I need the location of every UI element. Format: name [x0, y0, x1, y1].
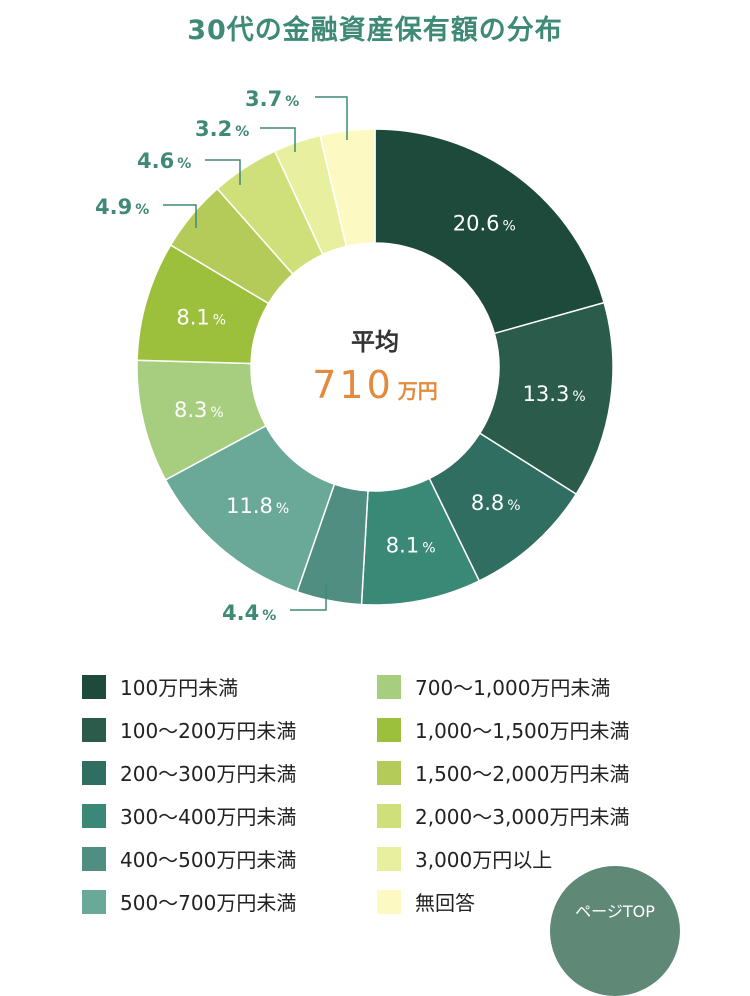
leader-line — [290, 584, 327, 611]
legend-swatch — [377, 674, 401, 699]
data-label: 4.4% — [222, 601, 276, 625]
legend-item: 500〜700万円未満 — [82, 887, 296, 916]
average-value: 710 — [312, 363, 394, 407]
legend-label: 300〜400万円未満 — [120, 805, 297, 829]
legend-swatch — [377, 760, 401, 785]
page-top-label: ページTOP — [575, 902, 655, 921]
legend-swatch — [377, 717, 401, 742]
legend-label: 500〜700万円未満 — [120, 891, 297, 915]
data-label: 20.6% — [453, 212, 516, 236]
page-top-button[interactable]: ページTOP — [550, 866, 680, 996]
donut-chart: 20.6 % 13.3 % 8.8 % 8.1 % 4.4 % 11.8 % 8.3 % 8.1 % 4.9 % 4… — [95, 87, 614, 625]
data-label: 3.7% — [245, 87, 299, 111]
leader-line — [163, 204, 197, 228]
legend-swatch — [377, 846, 401, 871]
legend-swatch — [82, 803, 106, 828]
legend-item: 100〜200万円未満 — [82, 715, 296, 744]
legend-label: 1,500〜2,000万円未満 — [415, 762, 630, 786]
legend-label: 400〜500万円未満 — [120, 848, 297, 872]
legend-swatch — [377, 889, 401, 914]
legend-item: 1,500〜2,000万円未満 — [377, 758, 630, 787]
donut-slice — [319, 128, 376, 248]
data-label: 8.3% — [174, 398, 224, 422]
legend-label: 100万円未満 — [120, 676, 239, 700]
legend-swatch — [377, 803, 401, 828]
average-unit: 万円 — [397, 379, 438, 403]
legend-label: 100〜200万円未満 — [120, 719, 297, 743]
data-label: 13.3% — [523, 382, 586, 406]
leader-line — [260, 127, 296, 152]
leader-line — [315, 96, 348, 140]
data-label: 4.6% — [137, 149, 191, 173]
legend-item: 700〜1,000万円未満 — [377, 672, 610, 701]
center-value: 710 万円 — [312, 363, 438, 407]
legend-item: 300〜400万円未満 — [82, 801, 296, 830]
legend-label: 2,000〜3,000万円未満 — [415, 805, 630, 829]
legend-label: 200〜300万円未満 — [120, 762, 297, 786]
legend-label: 3,000万円以上 — [415, 848, 553, 872]
legend-item: 2,000〜3,000万円未満 — [377, 801, 630, 830]
legend-item: 100万円未満 — [82, 672, 238, 701]
chart-title: 30代の金融資産保有額の分布 — [187, 15, 563, 46]
legend-label: 700〜1,000万円未満 — [415, 676, 611, 700]
legend-item: 1,000〜1,500万円未満 — [377, 715, 630, 744]
data-label: 8.8% — [471, 491, 521, 515]
legend-item: 無回答 — [377, 887, 475, 916]
legend-swatch — [82, 717, 106, 742]
donut-slice — [374, 128, 606, 335]
data-label: 3.2% — [195, 117, 249, 141]
legend-label: 1,000〜1,500万円未満 — [415, 719, 630, 743]
center-label: 平均 — [351, 328, 399, 356]
legend-label: 無回答 — [415, 891, 475, 915]
data-label: 8.1% — [386, 533, 436, 557]
legend-swatch — [82, 889, 106, 914]
legend-swatch — [82, 846, 106, 871]
data-label: 4.9% — [95, 195, 149, 219]
legend-item: 200〜300万円未満 — [82, 758, 296, 787]
data-label: 11.8% — [226, 494, 289, 518]
legend-item: 3,000万円以上 — [377, 844, 552, 873]
data-label: 8.1% — [176, 305, 226, 329]
legend-swatch — [82, 674, 106, 699]
legend-swatch — [82, 760, 106, 785]
leader-line — [205, 159, 241, 185]
legend-item: 400〜500万円未満 — [82, 844, 296, 873]
